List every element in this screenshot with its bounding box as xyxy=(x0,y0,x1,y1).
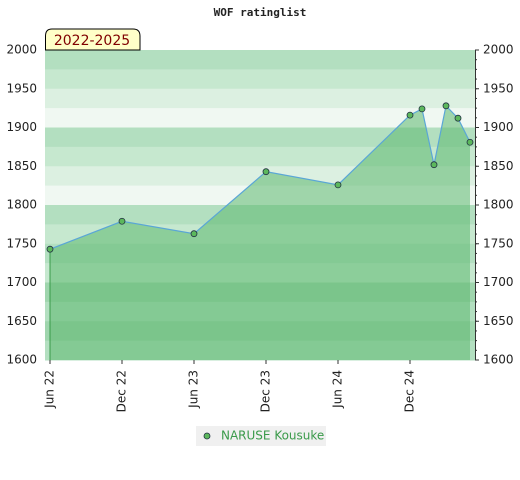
point xyxy=(466,138,474,146)
x-tick-label: Dec 24 xyxy=(403,370,417,412)
y-tick-label: 1900 xyxy=(6,120,37,134)
point xyxy=(46,245,54,253)
y-tick-label: 1600 xyxy=(6,353,37,367)
point xyxy=(262,168,270,176)
band xyxy=(45,127,475,148)
chart-title: WOF ratinglist xyxy=(214,6,307,19)
area xyxy=(50,105,470,360)
y2-tick-label: 1750 xyxy=(483,236,514,250)
x-tick-label: Dec 23 xyxy=(259,370,273,412)
y2-tick-label: 1600 xyxy=(483,353,514,367)
x-tick-label: Jun 22 xyxy=(43,370,57,409)
x-tick-label: Jun 23 xyxy=(187,370,201,409)
point xyxy=(118,217,126,225)
band xyxy=(45,108,475,128)
y-tick-label: 2000 xyxy=(6,43,37,57)
point xyxy=(454,114,462,122)
y-tick-label: 1850 xyxy=(6,159,37,173)
point xyxy=(190,230,198,238)
band xyxy=(45,88,475,109)
y-tick-label: 1950 xyxy=(6,81,37,95)
point xyxy=(406,111,414,119)
y-tick-label: 1700 xyxy=(6,275,37,289)
y2-tick-label: 1950 xyxy=(483,81,514,95)
y2-tick-label: 1800 xyxy=(483,198,514,212)
y-tick-label: 1750 xyxy=(6,236,37,250)
point xyxy=(418,105,426,113)
legend-marker xyxy=(203,432,211,440)
point xyxy=(334,181,342,189)
y2-tick-label: 2000 xyxy=(483,43,514,57)
legend-label: NARUSE Kousuke xyxy=(221,429,324,443)
point xyxy=(430,161,438,169)
y2-tick-label: 1700 xyxy=(483,275,514,289)
y-tick-label: 1650 xyxy=(6,314,37,328)
y-tick-label: 1800 xyxy=(6,198,37,212)
x-tick-label: Jun 24 xyxy=(331,370,345,409)
band xyxy=(45,69,475,90)
legend-box xyxy=(196,426,326,446)
y2-tick-label: 1650 xyxy=(483,314,514,328)
badge-box xyxy=(45,28,141,51)
badge: 2022-2025 xyxy=(54,33,130,49)
band xyxy=(45,50,475,70)
y2-tick-label: 1900 xyxy=(483,120,514,134)
y2-tick-label: 1850 xyxy=(483,159,514,173)
point xyxy=(442,102,450,110)
x-tick-label: Dec 22 xyxy=(115,370,129,412)
